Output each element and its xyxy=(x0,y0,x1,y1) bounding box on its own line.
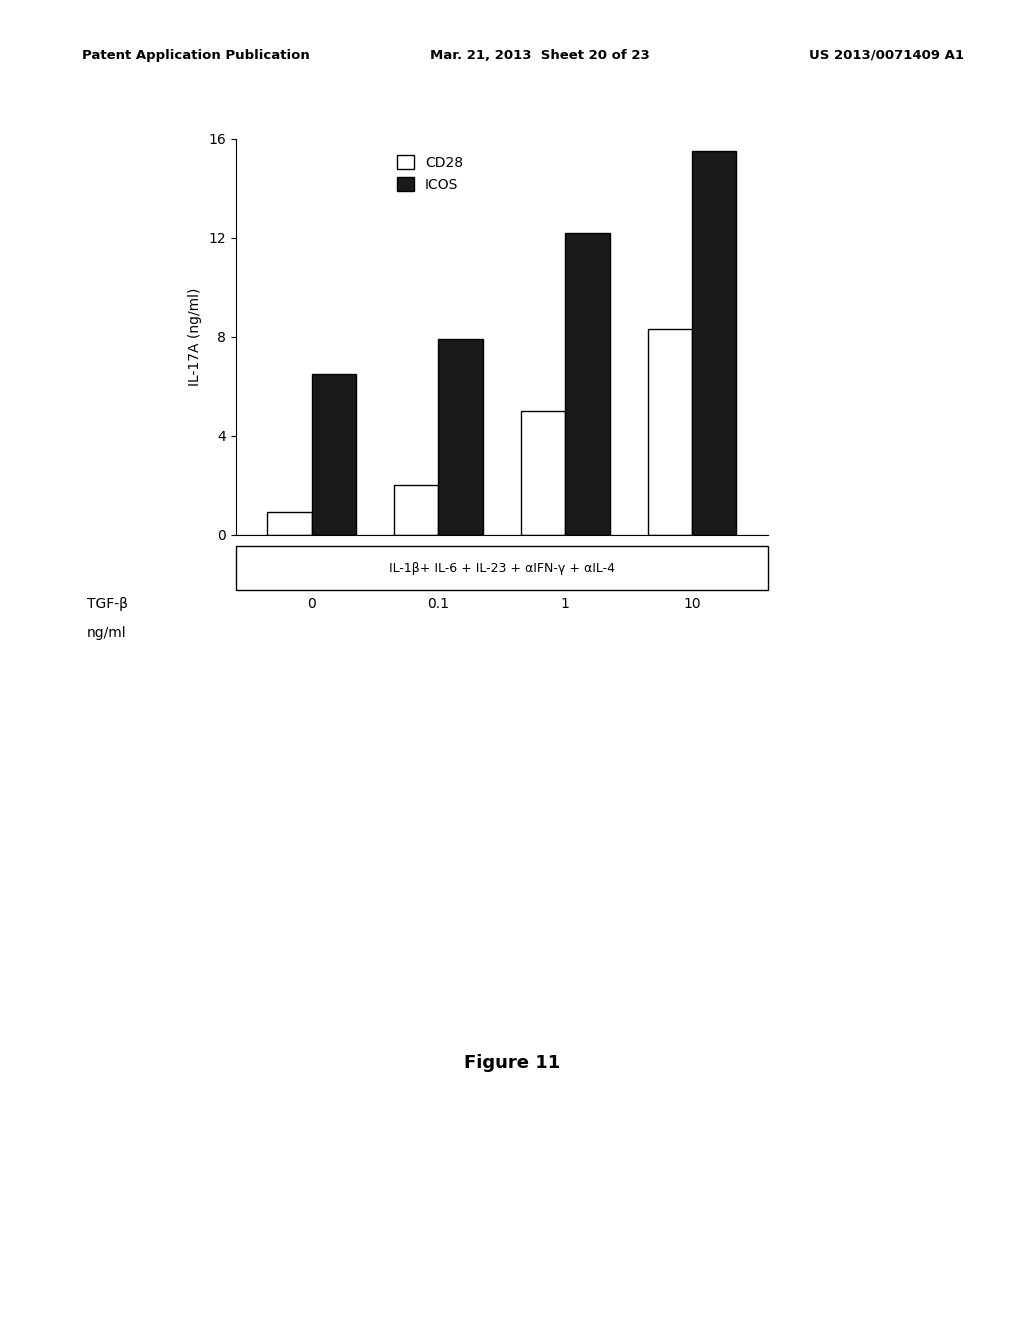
Bar xyxy=(311,374,356,535)
Bar xyxy=(394,486,438,535)
Text: 1: 1 xyxy=(561,597,569,611)
Text: 0: 0 xyxy=(307,597,316,611)
Bar xyxy=(692,150,736,535)
Legend: CD28, ICOS: CD28, ICOS xyxy=(391,149,469,197)
Bar xyxy=(267,512,311,535)
Bar xyxy=(647,329,692,535)
Text: ng/ml: ng/ml xyxy=(87,626,127,640)
Text: 10: 10 xyxy=(683,597,700,611)
Y-axis label: IL-17A (ng/ml): IL-17A (ng/ml) xyxy=(188,288,203,385)
Bar xyxy=(521,411,565,535)
Bar xyxy=(438,339,482,535)
Text: US 2013/0071409 A1: US 2013/0071409 A1 xyxy=(809,49,964,62)
Text: Figure 11: Figure 11 xyxy=(464,1053,560,1072)
Text: TGF-β: TGF-β xyxy=(87,597,128,611)
Text: IL-1β+ IL-6 + IL-23 + αIFN-γ + αIL-4: IL-1β+ IL-6 + IL-23 + αIFN-γ + αIL-4 xyxy=(389,562,614,574)
Bar xyxy=(565,232,609,535)
Text: Patent Application Publication: Patent Application Publication xyxy=(82,49,309,62)
Text: Mar. 21, 2013  Sheet 20 of 23: Mar. 21, 2013 Sheet 20 of 23 xyxy=(430,49,650,62)
Text: 0.1: 0.1 xyxy=(427,597,450,611)
